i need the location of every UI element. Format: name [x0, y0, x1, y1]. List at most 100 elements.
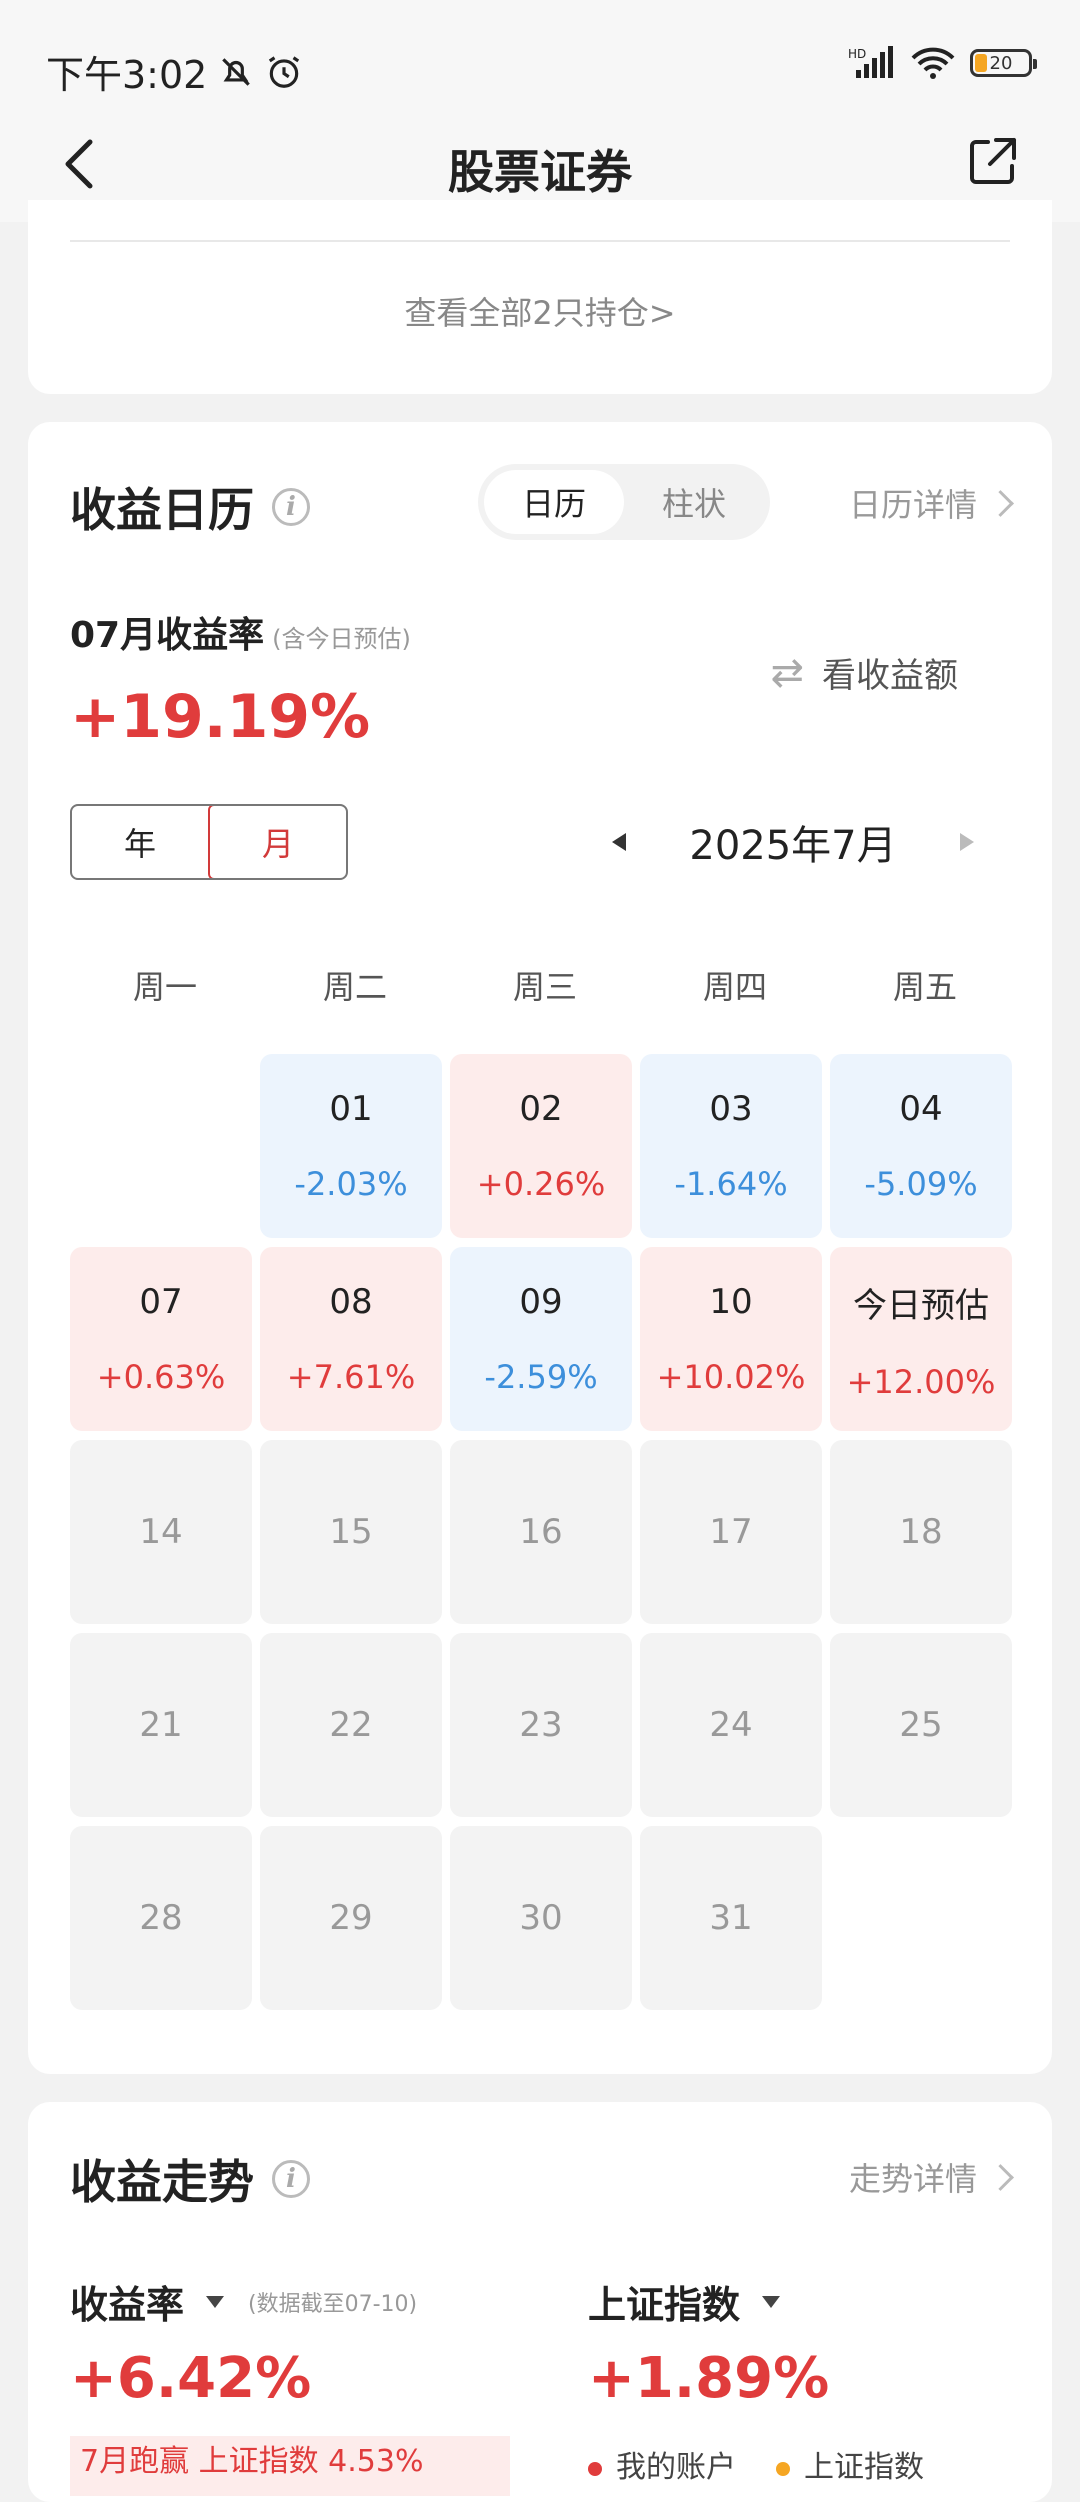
- prev-month-icon[interactable]: [612, 833, 626, 851]
- calendar-day-cell[interactable]: 02 +0.26%: [450, 1054, 632, 1238]
- back-arrow-icon[interactable]: [56, 134, 104, 194]
- month-navigator: 2025年7月: [578, 804, 1008, 880]
- calendar-day-cell: 15: [260, 1440, 442, 1624]
- day-number: 10: [709, 1282, 753, 1322]
- view-all-holdings-link[interactable]: 查看全部2只持仓>: [404, 294, 676, 332]
- holdings-card: 查看全部2只持仓>: [28, 200, 1052, 394]
- divider: [70, 240, 1010, 242]
- day-return: -2.03%: [294, 1165, 408, 1203]
- calendar-day-cell: 18: [830, 1440, 1012, 1624]
- battery-icon: 20: [970, 49, 1037, 77]
- calendar-day-cell: 16: [450, 1440, 632, 1624]
- legend-index: 上证指数: [776, 2442, 924, 2486]
- weekday-label: 周五: [892, 968, 957, 1006]
- calendar-day-cell[interactable]: 04 -5.09%: [830, 1054, 1012, 1238]
- tab-bar-chart[interactable]: 柱状: [661, 485, 726, 523]
- index-label: 上证指数: [588, 2283, 741, 2327]
- day-return: +7.61%: [286, 1358, 416, 1396]
- view-toggle: 日历 柱状: [478, 464, 770, 540]
- view-amount-toggle[interactable]: ⇄ 看收益额: [770, 648, 958, 697]
- trend-section-title: 收益走势 i: [70, 2146, 310, 2212]
- month-return-value: +19.19%: [70, 682, 371, 752]
- calendar-section-title: 收益日历 i: [70, 474, 310, 540]
- day-number: 29: [329, 1898, 373, 1938]
- day-return: +10.02%: [656, 1358, 806, 1396]
- bell-muted-icon: [222, 57, 251, 86]
- month-label-note: (含今日预估): [272, 625, 411, 653]
- day-return: -2.59%: [484, 1358, 598, 1396]
- day-number: 25: [899, 1705, 943, 1745]
- return-rate-value: +6.42%: [70, 2346, 312, 2411]
- day-number: 24: [709, 1705, 753, 1745]
- trend-title-text: 收益走势: [70, 2155, 254, 2209]
- calendar-day-cell: 29: [260, 1826, 442, 2010]
- day-return: +0.63%: [96, 1358, 226, 1396]
- tab-calendar[interactable]: 日历: [484, 470, 624, 534]
- legend-dot-icon: [588, 2461, 602, 2476]
- day-number: 28: [139, 1898, 183, 1938]
- signal-icon: HD: [848, 46, 893, 78]
- outperform-banner: 7月跑赢 上证指数 4.53%: [70, 2436, 510, 2496]
- info-icon[interactable]: i: [272, 488, 310, 526]
- share-icon[interactable]: [966, 134, 1020, 188]
- calendar-day-cell[interactable]: 07 +0.63%: [70, 1247, 252, 1431]
- return-rate-label: 收益率: [70, 2283, 185, 2327]
- status-time: 下午3:02: [46, 44, 303, 99]
- calendar-day-cell: 14: [70, 1440, 252, 1624]
- index-selector[interactable]: 上证指数: [588, 2274, 781, 2329]
- calendar-day-cell[interactable]: 03 -1.64%: [640, 1054, 822, 1238]
- calendar-day-cell: 21: [70, 1633, 252, 1817]
- dropdown-arrow-icon: [206, 2295, 225, 2308]
- weekday-label: 周四: [702, 968, 767, 1006]
- index-value: +1.89%: [588, 2346, 830, 2411]
- weekday-label: 周一: [132, 968, 197, 1006]
- calendar-detail-text: 日历详情: [848, 486, 977, 524]
- time-text: 下午3:02: [46, 53, 208, 97]
- day-number: 02: [519, 1089, 563, 1129]
- calendar-day-cell[interactable]: 10 +10.02%: [640, 1247, 822, 1431]
- day-number: 04: [899, 1089, 943, 1129]
- view-amount-text: 看收益额: [822, 656, 958, 696]
- calendar-day-cell[interactable]: 今日预估 +12.00%: [830, 1247, 1012, 1431]
- chart-legend: 我的账户 上证指数: [588, 2442, 924, 2486]
- day-return: -5.09%: [864, 1165, 978, 1203]
- day-number: 18: [899, 1512, 943, 1552]
- legend-my-account: 我的账户: [588, 2442, 736, 2486]
- day-number: 09: [519, 1282, 563, 1322]
- legend-dot-icon: [776, 2461, 790, 2476]
- period-month[interactable]: 月: [208, 806, 346, 878]
- calendar-title-text: 收益日历: [70, 483, 254, 537]
- day-number: 17: [709, 1512, 753, 1552]
- return-rate-note: (数据截至07-10): [248, 2291, 418, 2317]
- chevron-right-icon: [987, 2163, 1014, 2191]
- return-rate-selector[interactable]: 收益率 (数据截至07-10): [70, 2274, 417, 2329]
- day-number: 15: [329, 1512, 373, 1552]
- day-number: 30: [519, 1898, 563, 1938]
- month-label-text: 07月收益率: [70, 615, 265, 656]
- chevron-right-icon: [987, 489, 1014, 517]
- alarm-icon: [269, 55, 300, 88]
- calendar-day-cell[interactable]: 09 -2.59%: [450, 1247, 632, 1431]
- info-icon[interactable]: i: [272, 2160, 310, 2198]
- weekday-label: 周三: [512, 968, 577, 1006]
- wifi-icon: [911, 47, 955, 79]
- calendar-day-cell[interactable]: 01 -2.03%: [260, 1054, 442, 1238]
- day-number: 今日预估: [853, 1285, 989, 1326]
- next-month-icon[interactable]: [960, 833, 974, 851]
- day-return: +0.26%: [476, 1165, 606, 1203]
- calendar-day-cell[interactable]: 08 +7.61%: [260, 1247, 442, 1431]
- trend-detail-link[interactable]: 走势详情: [849, 2154, 1014, 2200]
- calendar-day-cell: 17: [640, 1440, 822, 1624]
- calendar-detail-link[interactable]: 日历详情: [848, 480, 1014, 526]
- period-year[interactable]: 年: [123, 825, 156, 863]
- status-icons: HD 20: [848, 46, 1037, 80]
- weekday-label: 周二: [322, 968, 387, 1006]
- day-number: 31: [709, 1898, 753, 1938]
- current-month: 2025年7月: [689, 823, 897, 869]
- svg-text:HD: HD: [848, 47, 866, 61]
- day-number: 14: [139, 1512, 183, 1552]
- status-bar: 下午3:02 HD 20: [0, 0, 1080, 122]
- calendar-day-cell: 22: [260, 1633, 442, 1817]
- calendar-day-cell: 31: [640, 1826, 822, 2010]
- day-number: 21: [139, 1705, 183, 1745]
